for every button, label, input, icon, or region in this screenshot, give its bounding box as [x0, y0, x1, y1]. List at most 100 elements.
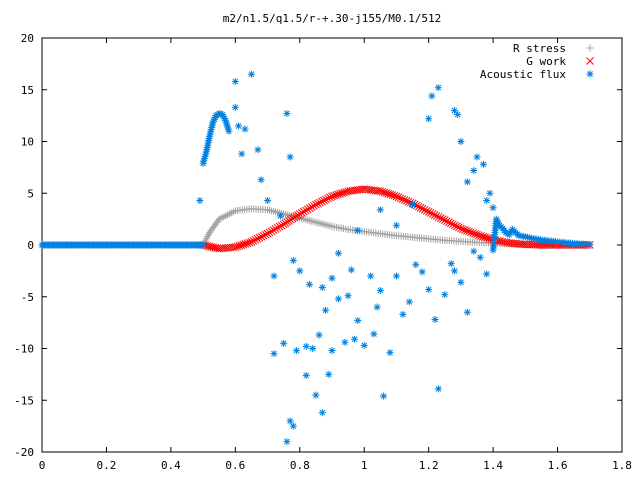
data-point	[297, 208, 306, 217]
data-point	[457, 278, 465, 286]
data-point	[259, 231, 268, 240]
data-point	[318, 283, 326, 291]
data-point	[418, 204, 427, 213]
data-point	[489, 204, 497, 212]
y-tick-label: 5	[27, 187, 34, 200]
x-tick-label: 0.2	[97, 459, 117, 472]
legend-marker	[586, 70, 594, 78]
data-point	[334, 249, 342, 257]
data-point	[295, 210, 304, 218]
data-point	[416, 203, 425, 212]
y-axis-ticks: 20 15 10 5 0 -5 -10 -15 -20	[14, 32, 622, 459]
data-point	[326, 193, 334, 202]
data-point	[264, 196, 272, 204]
data-point	[276, 212, 284, 220]
data-point	[249, 237, 258, 245]
data-point	[483, 270, 491, 278]
data-point	[241, 125, 249, 133]
data-point	[463, 178, 471, 186]
data-point	[461, 226, 469, 234]
data-point	[483, 196, 491, 204]
data-point	[414, 202, 423, 211]
data-point	[441, 291, 449, 299]
data-point	[299, 207, 308, 216]
data-point	[263, 229, 272, 238]
data-point	[428, 92, 436, 100]
data-point	[467, 228, 475, 237]
data-point	[293, 347, 301, 355]
x-tick-label: 1.2	[419, 459, 439, 472]
data-point	[344, 292, 352, 300]
chart-title: m2/n1.5/q1.5/r-+.30-j155/M0.1/512	[223, 12, 442, 25]
data-point	[334, 295, 342, 303]
data-point	[424, 208, 433, 216]
data-point	[476, 253, 484, 261]
data-point	[500, 238, 509, 246]
data-point	[315, 331, 323, 339]
data-point	[283, 110, 291, 118]
data-point	[328, 274, 336, 282]
data-point	[303, 205, 312, 214]
data-point	[308, 203, 316, 211]
data-point	[396, 194, 405, 203]
data-point	[457, 224, 465, 233]
x-tick-label: 1.4	[483, 459, 503, 472]
data-point	[425, 286, 433, 294]
data-point	[235, 122, 243, 130]
data-point	[486, 189, 494, 197]
y-tick-label: -15	[14, 394, 34, 407]
data-point	[450, 106, 458, 114]
data-point	[432, 212, 441, 220]
data-point	[245, 238, 254, 247]
data-point	[238, 150, 246, 158]
data-point	[225, 127, 233, 135]
data-point	[289, 422, 297, 430]
data-point	[286, 417, 294, 425]
data-point	[425, 115, 433, 123]
legend-marker	[586, 57, 594, 65]
data-point	[376, 287, 384, 295]
data-point	[428, 210, 437, 218]
data-point	[347, 266, 355, 274]
data-point	[275, 222, 284, 231]
data-point	[367, 272, 375, 280]
data-point	[296, 267, 304, 275]
data-point	[479, 160, 487, 168]
data-point	[310, 201, 318, 210]
data-point	[465, 227, 473, 236]
data-point	[436, 214, 445, 222]
data-point	[405, 298, 413, 306]
data-point	[469, 229, 477, 237]
data-point	[320, 196, 328, 205]
data-point	[470, 247, 478, 255]
data-point	[302, 371, 310, 379]
data-point	[283, 438, 291, 446]
data-point	[440, 216, 449, 225]
data-point	[247, 70, 255, 78]
data-point	[376, 206, 384, 214]
data-point	[251, 235, 260, 244]
data-point	[328, 347, 336, 355]
data-point	[360, 341, 368, 349]
data-point	[463, 308, 471, 316]
data-point	[254, 146, 262, 154]
data-point	[253, 234, 262, 243]
legend-marker	[586, 44, 594, 52]
data-point	[231, 103, 239, 111]
data-point	[351, 335, 359, 343]
data-point	[302, 342, 310, 350]
data-point	[457, 138, 465, 145]
x-tick-label: 1.8	[612, 459, 632, 472]
x-tick-label: 0.4	[161, 459, 181, 472]
data-point	[444, 218, 453, 227]
y-tick-label: -20	[14, 446, 34, 459]
data-point	[400, 196, 409, 204]
data-point	[434, 84, 442, 92]
data-point	[301, 206, 310, 215]
data-point	[261, 230, 270, 239]
data-point	[280, 339, 288, 347]
data-point	[322, 195, 330, 204]
x-tick-label: 0.6	[225, 459, 245, 472]
